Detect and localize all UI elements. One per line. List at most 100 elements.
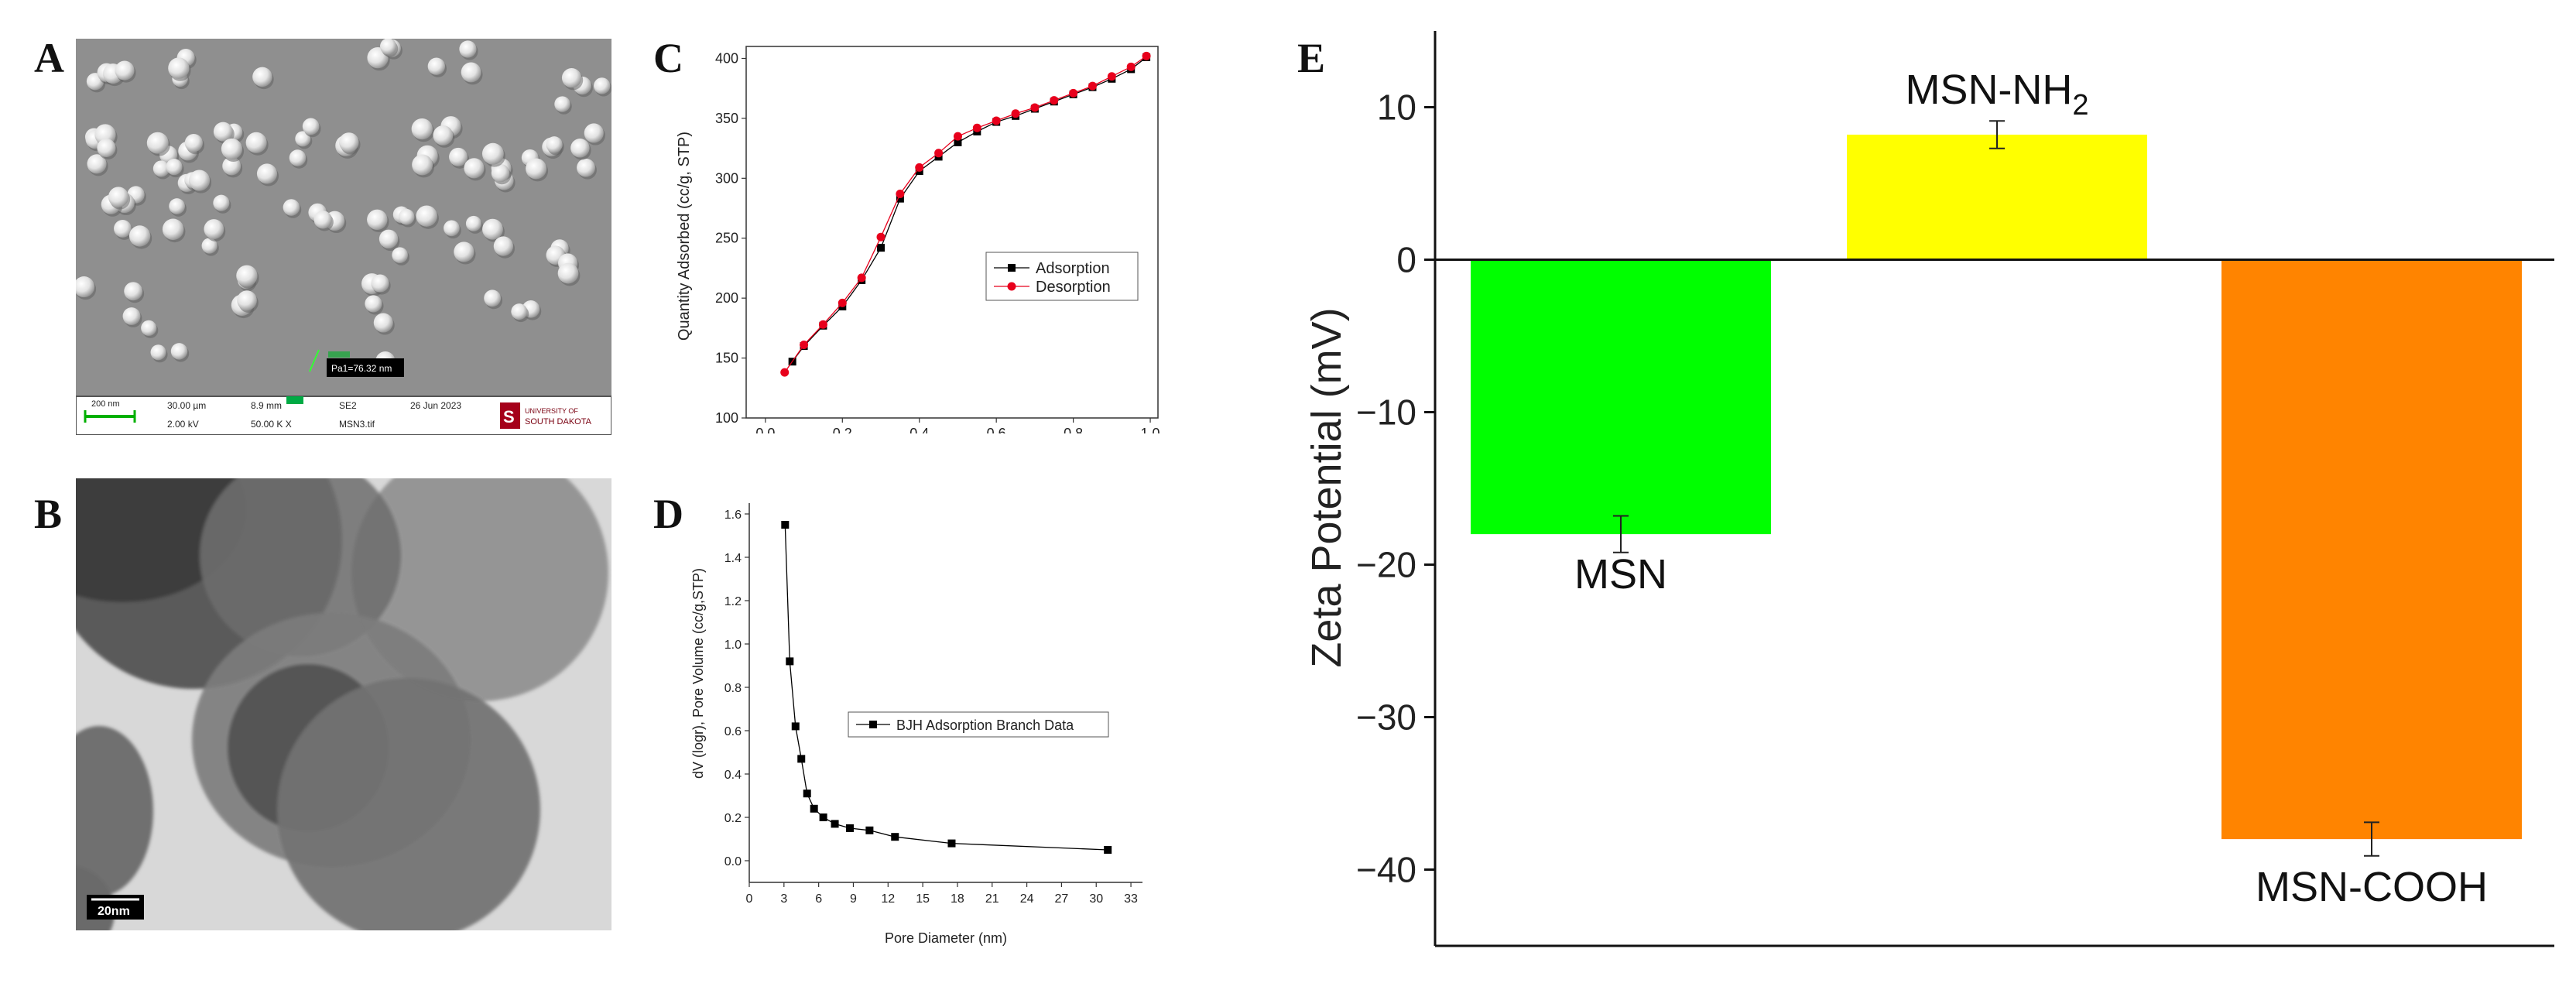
data-point xyxy=(876,232,886,241)
sem-particle xyxy=(412,154,433,176)
data-point xyxy=(800,341,809,350)
sem-particle xyxy=(444,220,460,237)
zeta-bar xyxy=(1847,134,2147,260)
y-tick-label: 300 xyxy=(715,170,738,186)
data-point xyxy=(1088,81,1097,91)
sem-particle xyxy=(392,247,408,263)
svg-text:SOUTH DAKOTA: SOUTH DAKOTA xyxy=(525,417,592,426)
sem-particle xyxy=(313,211,332,229)
legend-label: Adsorption xyxy=(1036,260,1110,277)
zeta-bar xyxy=(1471,259,1771,535)
tem-scale-label: 20nm xyxy=(98,905,130,918)
sem-particle xyxy=(577,158,595,177)
sem-particle xyxy=(152,160,170,177)
sem-particle xyxy=(97,138,116,157)
x-tick-label: 30 xyxy=(1089,892,1103,906)
sem-particle xyxy=(526,158,547,180)
data-point xyxy=(972,123,981,132)
data-point xyxy=(896,194,904,203)
sem-particle xyxy=(557,262,579,284)
data-point xyxy=(1030,103,1040,112)
sem-particle xyxy=(252,67,272,87)
sem-image: 200 nm 30.00 µm 2.00 kV 8.9 mm 50.00 K X… xyxy=(76,39,611,435)
legend-marker xyxy=(1007,282,1016,291)
sem-particle xyxy=(433,125,454,146)
sem-particle xyxy=(114,219,132,238)
sem-particle xyxy=(511,303,528,320)
sem-particle xyxy=(339,132,359,152)
y-tick-label: 1.2 xyxy=(724,595,742,608)
x-tick-label: 1.0 xyxy=(1141,426,1160,433)
sem-particles xyxy=(76,39,611,374)
data-point xyxy=(786,657,794,666)
data-point xyxy=(831,820,839,828)
x-tick-label: 21 xyxy=(985,892,999,906)
x-tick-label: 33 xyxy=(1124,892,1138,906)
y-tick-label: 400 xyxy=(715,50,738,66)
sem-particle xyxy=(124,282,143,301)
sem-particle xyxy=(141,320,157,336)
panel-label-b: B xyxy=(34,491,63,537)
sem-file: MSN3.tif xyxy=(339,419,375,430)
isotherm-ylabel: Quantity Adsorbed (cc/g, STP) xyxy=(676,132,693,341)
data-point xyxy=(954,138,962,146)
zeta-chart: 10 0 −10 −20 −30 −40 MSN MSN-NH2 MSN-COOH Zeta P… xyxy=(1303,31,2554,947)
y-tick-label: −10 xyxy=(1356,392,1416,433)
sem-particle xyxy=(491,163,510,183)
data-point xyxy=(947,839,956,848)
isotherm-legend: Adsorption Desorption xyxy=(985,252,1139,301)
svg-text:S: S xyxy=(503,407,515,426)
sem-particle xyxy=(484,289,502,307)
sem-particle xyxy=(295,131,311,147)
bar-label: MSN-NH2 xyxy=(1905,67,2088,122)
sem-particle xyxy=(482,218,503,240)
sem-particle xyxy=(76,276,95,298)
y-tick-label: 0.8 xyxy=(724,682,742,695)
data-point xyxy=(915,163,924,172)
sem-particle xyxy=(221,138,243,160)
y-tick-label: 100 xyxy=(715,410,738,426)
sem-eht: 2.00 kV xyxy=(167,419,199,430)
data-point xyxy=(803,789,811,798)
sem-particle xyxy=(170,343,188,360)
series-line xyxy=(784,55,1147,373)
isotherm-frame xyxy=(745,46,1159,419)
sem-particle xyxy=(236,265,258,286)
sem-particle xyxy=(146,132,169,154)
sem-detector: SE2 xyxy=(339,400,357,411)
pore-xlabel: Pore Diameter (nm) xyxy=(885,930,1007,946)
data-point xyxy=(819,813,827,821)
data-point xyxy=(891,833,899,841)
data-point xyxy=(877,244,886,252)
data-point xyxy=(1069,88,1078,98)
sem-particle xyxy=(379,229,399,249)
data-point xyxy=(845,824,854,832)
sem-particle xyxy=(283,199,300,216)
y-tick-label: 250 xyxy=(715,231,738,246)
pore-distribution-chart: 0 3 6 9 12 15 18 21 24 27 30 33 0.0 0.2 0.4 0.6 0.8 1.0 1.… xyxy=(690,503,1142,946)
sem-particle xyxy=(481,142,504,165)
sem-scale-label: 200 nm xyxy=(91,399,120,409)
sem-particle xyxy=(554,96,570,112)
x-tick-label: 15 xyxy=(916,892,930,906)
sem-particle xyxy=(416,205,437,227)
sem-particle xyxy=(373,313,393,333)
data-point xyxy=(1104,846,1112,854)
sem-particle xyxy=(302,118,320,135)
sem-particle xyxy=(570,139,590,158)
zeta-bar xyxy=(2221,259,2522,840)
data-point xyxy=(838,298,847,307)
y-tick-label: 10 xyxy=(1377,87,1416,128)
tem-image: 20nm xyxy=(76,478,611,930)
data-point xyxy=(1050,96,1059,105)
sem-particle xyxy=(213,194,230,211)
y-tick-label: 0.0 xyxy=(724,855,742,868)
legend-label: BJH Adsorption Branch Data xyxy=(896,718,1074,733)
y-tick-label: 0.2 xyxy=(724,812,742,825)
sem-particle xyxy=(411,118,433,140)
data-point xyxy=(797,755,806,763)
y-tick-label: −40 xyxy=(1356,850,1416,890)
sem-particle xyxy=(379,39,397,55)
data-point xyxy=(896,189,905,198)
sem-particle xyxy=(594,77,611,94)
